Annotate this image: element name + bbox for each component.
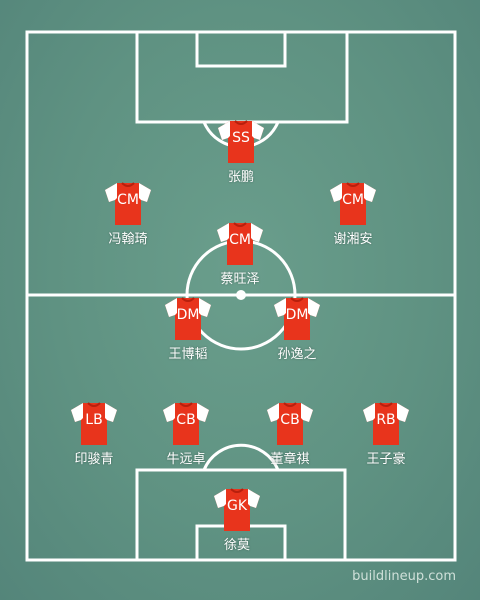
top-goal-box — [195, 30, 287, 68]
player-marker[interactable]: CB 牛远卓 — [146, 400, 226, 467]
shirt-icon: CB — [159, 400, 213, 446]
player-marker[interactable]: CM 蔡旺泽 — [200, 220, 280, 287]
player-name: 张鹏 — [227, 170, 254, 185]
player-position: RB — [376, 412, 396, 428]
shirt-icon: CM — [101, 180, 155, 226]
player-marker[interactable]: LB 印骏青 — [54, 400, 134, 467]
bottom-penalty-arc — [202, 443, 280, 471]
player-name: 蔡旺泽 — [220, 272, 260, 287]
player-name: 谢湘安 — [333, 232, 373, 247]
player-marker[interactable]: RB 王子豪 — [346, 400, 426, 467]
player-name: 冯翰琦 — [108, 232, 148, 247]
player-name: 王子豪 — [366, 452, 406, 467]
player-name: 徐莫 — [223, 538, 250, 553]
player-marker[interactable]: DM 孙逸之 — [257, 295, 337, 362]
player-position: GK — [226, 498, 248, 514]
player-position: CB — [280, 412, 300, 428]
shirt-icon: CM — [326, 180, 380, 226]
top-penalty-box — [135, 30, 349, 124]
player-position: DM — [285, 307, 309, 323]
player-position: LB — [85, 412, 103, 428]
shirt-icon: CM — [213, 220, 267, 266]
player-marker[interactable]: GK 徐莫 — [197, 486, 277, 553]
player-name: 董章祺 — [270, 452, 310, 467]
player-marker[interactable]: DM 王博韬 — [148, 295, 228, 362]
player-position: CM — [229, 232, 251, 248]
shirt-icon: DM — [270, 295, 324, 341]
center-spot — [236, 290, 246, 300]
player-position: CB — [176, 412, 196, 428]
player-marker[interactable]: CB 董章祺 — [250, 400, 330, 467]
shirt-icon: SS — [214, 118, 268, 164]
shirt-icon: DM — [161, 295, 215, 341]
player-name: 牛远卓 — [166, 452, 206, 467]
player-position: SS — [232, 130, 250, 146]
watermark-text: buildlineup.com — [352, 569, 456, 584]
player-marker[interactable]: CM 冯翰琦 — [88, 180, 168, 247]
player-marker[interactable]: CM 谢湘安 — [313, 180, 393, 247]
player-position: CM — [342, 192, 364, 208]
player-marker[interactable]: SS 张鹏 — [201, 118, 281, 185]
player-name: 王博韬 — [168, 347, 208, 362]
player-position: CM — [117, 192, 139, 208]
shirt-icon: CB — [263, 400, 317, 446]
player-name: 孙逸之 — [277, 347, 317, 362]
player-name: 印骏青 — [74, 452, 114, 467]
player-position: DM — [176, 307, 200, 323]
shirt-icon: LB — [67, 400, 121, 446]
shirt-icon: RB — [359, 400, 413, 446]
shirt-icon: GK — [210, 486, 264, 532]
